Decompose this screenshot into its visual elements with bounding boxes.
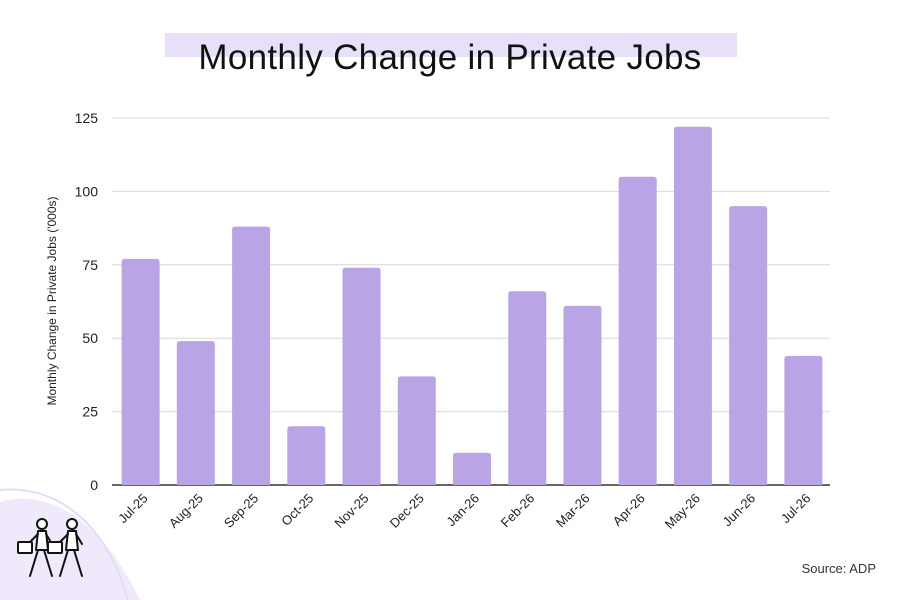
grid bbox=[112, 117, 830, 486]
x-tick-label: Jul-26 bbox=[778, 491, 814, 527]
y-tick-label: 75 bbox=[82, 257, 98, 273]
commuters-icon bbox=[0, 488, 140, 600]
title-highlight bbox=[165, 33, 737, 57]
bar bbox=[729, 206, 768, 485]
x-tick-label: Jun-26 bbox=[720, 491, 759, 530]
x-tick-label: Oct-25 bbox=[278, 491, 316, 529]
x-tick-label: May-26 bbox=[662, 491, 703, 532]
x-tick-label: Jul-25 bbox=[115, 491, 151, 527]
y-axis-ticks: 0 25 50 75 100 125 bbox=[75, 110, 99, 493]
x-tick-label: Dec-25 bbox=[387, 491, 427, 531]
x-tick-label: Apr-26 bbox=[610, 491, 648, 529]
x-axis-ticks: Jul-25 Aug-25 Sep-25 Oct-25 Nov-25 Dec-25 Jan-… bbox=[115, 491, 813, 532]
bar bbox=[563, 305, 602, 485]
source-note: Source: ADP bbox=[801, 561, 876, 576]
y-tick-label: 50 bbox=[82, 330, 98, 346]
x-tick-label: Jan-26 bbox=[443, 491, 482, 530]
y-tick-label: 100 bbox=[75, 183, 99, 199]
bar bbox=[397, 376, 436, 485]
bar bbox=[618, 176, 657, 485]
chart-title: Monthly Change in Private Jobs bbox=[198, 38, 702, 77]
bar bbox=[784, 355, 823, 485]
bar bbox=[121, 258, 160, 485]
bars bbox=[121, 126, 823, 486]
bar bbox=[453, 452, 491, 485]
x-tick-label: Mar-26 bbox=[553, 491, 593, 531]
bar bbox=[508, 291, 547, 485]
y-tick-label: 25 bbox=[82, 404, 98, 420]
bar bbox=[673, 126, 712, 486]
bar bbox=[232, 226, 271, 485]
x-tick-label: Aug-25 bbox=[166, 491, 206, 531]
y-axis-label: Monthly Change in Private Jobs ('000s) bbox=[45, 196, 59, 405]
bar bbox=[287, 426, 326, 485]
x-tick-label: Feb-26 bbox=[498, 491, 538, 531]
y-tick-label: 125 bbox=[75, 110, 99, 126]
y-tick-label: 0 bbox=[90, 477, 98, 493]
x-tick-label: Sep-25 bbox=[221, 491, 261, 531]
bar bbox=[342, 267, 381, 485]
x-tick-label: Nov-25 bbox=[331, 491, 371, 531]
bar bbox=[176, 341, 215, 485]
